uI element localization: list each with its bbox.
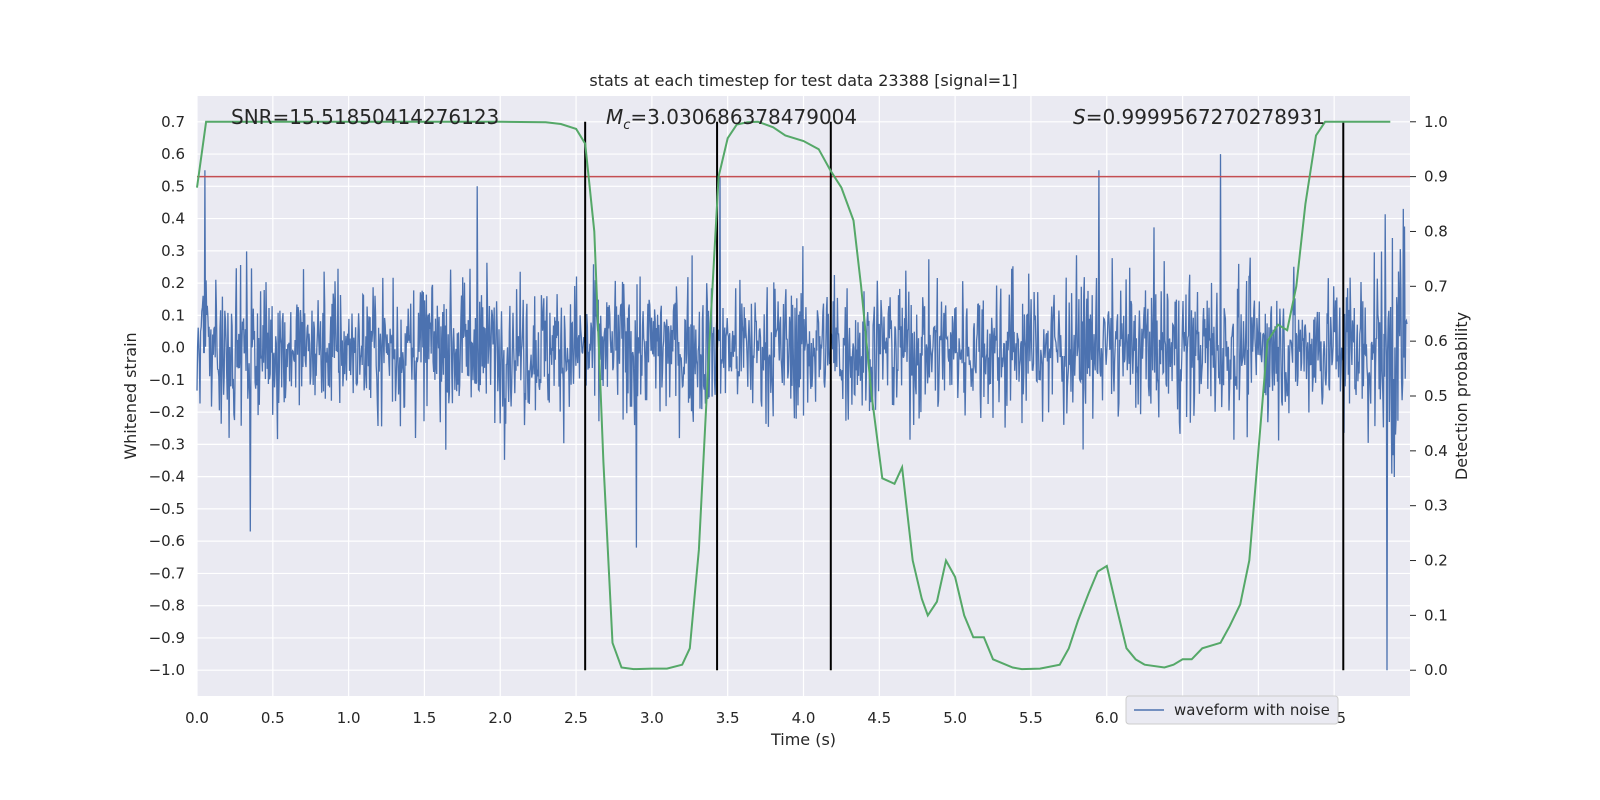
score-annotation: S=0.9999567270278931: [1073, 105, 1325, 129]
x-tick-label: 4.0: [792, 709, 816, 727]
score-symbol: S: [1073, 105, 1086, 129]
waveform-series: [196, 154, 1408, 671]
chirp-mass-annotation: Mc=3.030686378479004: [606, 105, 857, 133]
y-right-tick-label: 0.7: [1424, 277, 1448, 295]
x-tick-label: 2.5: [564, 709, 588, 727]
y-left-tick-label: 0.1: [161, 306, 185, 324]
y-left-tick-label: −0.2: [149, 403, 185, 421]
y-left-tick-label: 0.5: [161, 177, 185, 195]
snr-annotation: SNR=15.51850414276123: [231, 105, 499, 129]
x-tick-label: 0.0: [185, 709, 209, 727]
y-left-tick-label: −0.8: [149, 597, 185, 615]
detection-probability-series: [196, 120, 1391, 671]
y-left-tick-label: 0.0: [161, 339, 185, 357]
y-right-tick-label: 0.2: [1424, 552, 1448, 570]
waveform-line: [196, 154, 1408, 671]
y-left-tick-label: −0.5: [149, 500, 185, 518]
y-left-tick-label: −0.9: [149, 629, 185, 647]
probability-line: [196, 120, 1391, 671]
chirp-mass-value: =3.030686378479004: [630, 105, 857, 129]
y-right-tick-label: 0.0: [1424, 661, 1448, 679]
score-value: =0.9999567270278931: [1086, 105, 1325, 129]
y-axis-left-ticks: 0.7 0.6 0.5 0.4 0.3 0.2 0.1 0.0 −0.1 −0.2 −0.3 −0.4…: [149, 113, 185, 679]
y-right-tick-label: 0.9: [1424, 168, 1448, 186]
y-left-tick-label: 0.3: [161, 242, 185, 260]
x-axis-label: Time (s): [770, 730, 836, 749]
x-tick-label: 5.5: [1019, 709, 1043, 727]
y-left-tick-label: −0.1: [149, 371, 185, 389]
y-right-tick-label: 0.8: [1424, 222, 1448, 240]
legend: waveform with noise: [1125, 695, 1339, 725]
y-axis-right-label: Detection probability: [1452, 312, 1471, 480]
y-left-tick-label: 0.2: [161, 274, 185, 292]
y-right-tick-label: 0.5: [1424, 387, 1448, 405]
x-tick-label: 5.0: [943, 709, 967, 727]
y-left-tick-label: 0.7: [161, 113, 185, 131]
y-right-tick-label: 1.0: [1424, 113, 1448, 131]
y-right-tick-label: 0.3: [1424, 497, 1448, 515]
y-right-tick-label: 0.4: [1424, 442, 1448, 460]
y-left-tick-label: 0.6: [161, 145, 185, 163]
x-tick-label: 1.5: [413, 709, 437, 727]
y-left-tick-label: 0.4: [161, 210, 185, 228]
y-left-tick-label: −0.7: [149, 564, 185, 582]
legend-box: [1125, 695, 1339, 725]
x-tick-label: 0.5: [261, 709, 285, 727]
chart-title: stats at each timestep for test data 233…: [589, 71, 1017, 90]
x-tick-label: 4.5: [867, 709, 891, 727]
y-axis-right-ticks: 1.0 0.9 0.8 0.7 0.6 0.5 0.4 0.3 0.2 0.1 0.0: [1410, 113, 1448, 679]
y-left-tick-label: −1.0: [149, 661, 185, 679]
y-left-tick-label: −0.6: [149, 532, 185, 550]
y-right-tick-label: 0.1: [1424, 606, 1448, 624]
legend-label: waveform with noise: [1174, 701, 1330, 719]
chirp-mass-subscript: c: [623, 118, 630, 133]
x-tick-label: 6.0: [1095, 709, 1119, 727]
y-axis-left-label: Whitened strain: [121, 332, 140, 459]
x-tick-label: 3.5: [716, 709, 740, 727]
y-left-tick-label: −0.4: [149, 468, 185, 486]
y-right-tick-label: 0.6: [1424, 332, 1448, 350]
chirp-mass-symbol: M: [606, 105, 623, 129]
x-tick-label: 2.0: [488, 709, 512, 727]
y-left-tick-label: −0.3: [149, 435, 185, 453]
x-tick-label: 1.0: [337, 709, 361, 727]
x-tick-label: 3.0: [640, 709, 664, 727]
